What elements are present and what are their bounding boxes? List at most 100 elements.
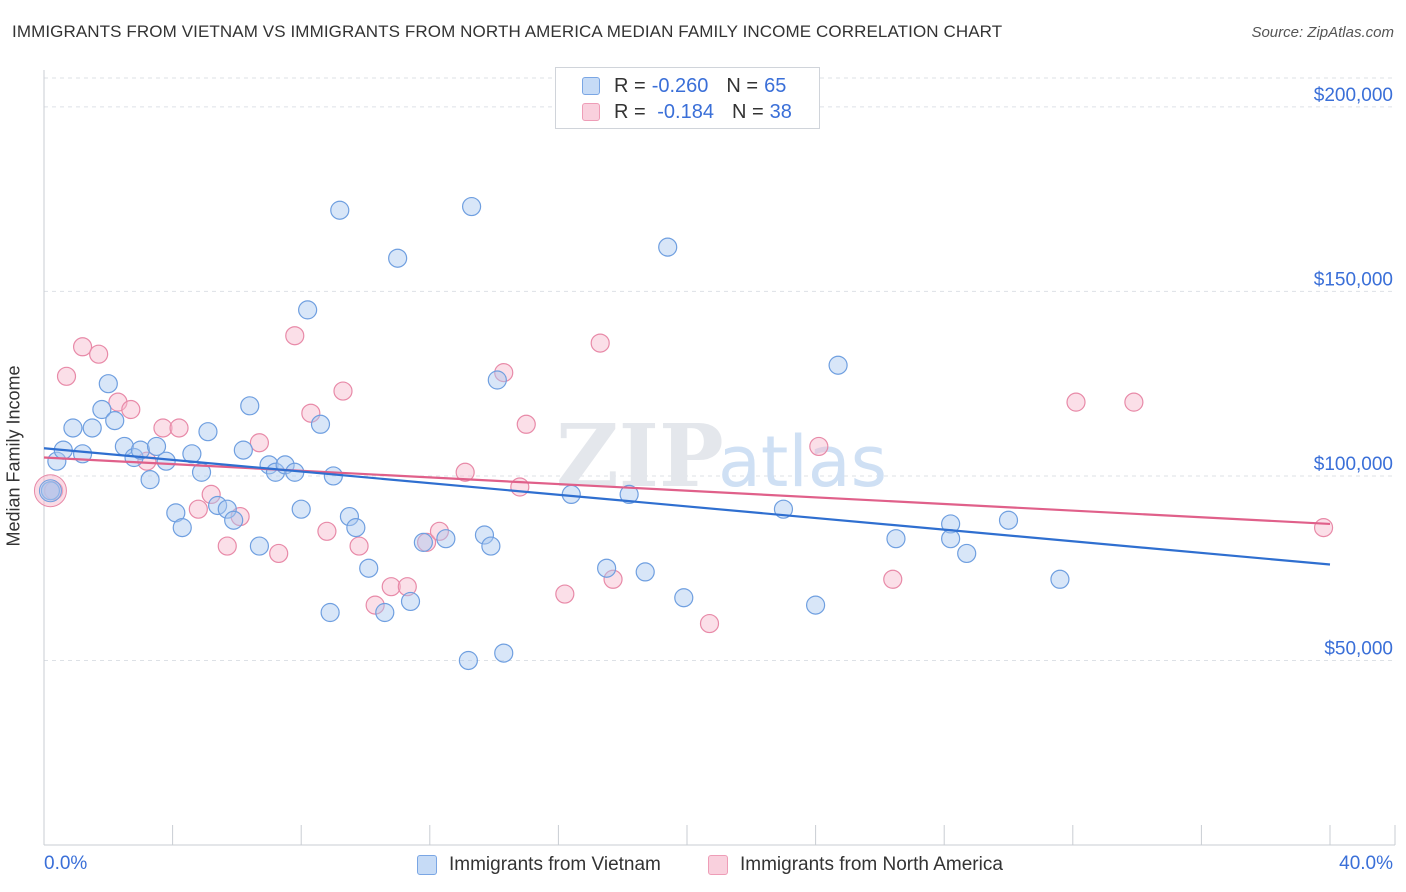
- data-point-north-america: [699, 613, 720, 634]
- data-point-vietnam: [413, 532, 433, 552]
- data-point-vietnam: [388, 248, 408, 268]
- data-point-north-america: [1124, 392, 1144, 412]
- bottom-legend-label: Immigrants from North America: [740, 854, 1003, 875]
- data-point-vietnam: [310, 414, 331, 434]
- data-point-vietnam: [458, 650, 478, 671]
- data-point-vietnam: [436, 529, 456, 549]
- data-point-vietnam: [92, 399, 112, 420]
- data-point-north-america: [188, 499, 208, 519]
- legend-row-vietnam: R = -0.260 N = 65: [582, 73, 786, 99]
- trend-line-vietnam: [43, 447, 1331, 566]
- chart-title: IMMIGRANTS FROM VIETNAM VS IMMIGRANTS FR…: [12, 22, 1003, 41]
- data-point-vietnam: [198, 422, 218, 442]
- data-point-vietnam: [105, 410, 125, 431]
- legend-r-label: R =: [614, 74, 646, 97]
- data-point-vietnam: [217, 499, 237, 519]
- trend-lines: [43, 447, 1331, 566]
- bottom-legend-north-america: Immigrants from North America: [708, 852, 1003, 878]
- data-point-north-america: [89, 344, 109, 364]
- data-point-vietnam: [182, 444, 202, 464]
- bottom-legend-swatch-vietnam: [417, 855, 437, 875]
- legend-r-label: R =: [614, 100, 646, 123]
- data-point-vietnam: [130, 440, 151, 460]
- y-tick-label: $150,000: [1314, 269, 1393, 290]
- data-point-vietnam: [240, 396, 260, 416]
- data-point-north-america: [217, 536, 237, 556]
- data-point-vietnam: [886, 529, 906, 549]
- data-point-north-america: [121, 399, 141, 420]
- x-tick-label: 40.0%: [1339, 853, 1393, 874]
- data-point-vietnam-large: [38, 479, 62, 503]
- data-point-vietnam: [47, 451, 67, 471]
- data-point-north-america: [590, 333, 610, 353]
- data-point-north-america: [494, 363, 514, 383]
- data-point-north-america: [429, 521, 450, 541]
- data-point-north-america: [555, 584, 575, 604]
- data-point-vietnam: [63, 418, 83, 438]
- data-point-north-america: [809, 436, 829, 457]
- legend-r-value: -0.184: [651, 100, 714, 123]
- x-tick-label: 0.0%: [44, 853, 87, 874]
- data-point-vietnam: [828, 355, 848, 375]
- data-point-vietnam: [140, 470, 160, 490]
- bottom-legend-swatch-north-america: [708, 855, 728, 875]
- data-point-vietnam: [619, 484, 639, 505]
- data-point-vietnam: [359, 558, 379, 578]
- data-point-vietnam: [320, 602, 340, 623]
- legend-row-north-america: R = -0.184 N = 38: [582, 99, 792, 125]
- data-point-vietnam: [674, 588, 694, 608]
- data-point-north-america: [397, 577, 417, 597]
- data-point-vietnam: [346, 518, 366, 538]
- data-point-north-america: [72, 337, 93, 357]
- data-point-north-america: [381, 577, 401, 597]
- data-point-north-america: [169, 418, 189, 438]
- data-point-north-america: [153, 418, 173, 438]
- data-point-north-america: [201, 484, 221, 505]
- data-point-vietnam: [941, 514, 961, 534]
- tick-labels: $50,000 $100,000 $150,000 $200,000 0.0% 40.0%: [44, 85, 1393, 874]
- data-point-north-america: [301, 403, 321, 423]
- data-point-vietnam: [156, 451, 176, 471]
- data-point-north-america: [1066, 392, 1086, 412]
- data-point-vietnam: [339, 506, 360, 527]
- data-point-north-america: [317, 521, 337, 541]
- data-point-vietnam: [172, 518, 192, 538]
- data-point-vietnam: [635, 562, 655, 582]
- legend-n-label: N =: [731, 100, 764, 123]
- data-point-vietnam: [461, 196, 482, 217]
- data-point-north-america: [365, 595, 385, 615]
- data-point-north-america: [56, 366, 77, 386]
- data-point-vietnam: [494, 643, 514, 663]
- data-point-north-america: [249, 433, 270, 453]
- data-point-vietnam: [375, 602, 395, 623]
- legend-swatch-vietnam: [582, 77, 600, 95]
- data-point-vietnam: [481, 536, 501, 556]
- data-point-vietnam: [98, 374, 118, 394]
- legend-r-value: -0.260: [651, 74, 709, 97]
- data-point-vietnam: [474, 525, 495, 545]
- data-point-north-america: [333, 381, 353, 401]
- data-point-vietnam: [957, 543, 977, 564]
- legend-swatch-north-america: [582, 103, 600, 121]
- grid-lines: [44, 77, 1395, 661]
- data-point-vietnam: [249, 536, 270, 556]
- data-point-vietnam: [597, 558, 617, 578]
- data-point-vietnam: [298, 300, 318, 320]
- data-point-north-america: [603, 569, 623, 589]
- legend-n-label: N =: [726, 74, 759, 97]
- data-point-vietnam: [1050, 569, 1070, 589]
- data-point-vietnam: [330, 200, 350, 220]
- data-point-north-america: [883, 569, 903, 589]
- data-point-north-america: [269, 543, 289, 564]
- data-point-north-america: [1313, 518, 1334, 538]
- data-point-vietnam: [941, 529, 961, 549]
- source-label: Source: ZipAtlas.com: [1251, 24, 1394, 41]
- y-tick-label: $200,000: [1314, 85, 1393, 106]
- data-point-vietnam: [487, 370, 507, 390]
- data-point-vietnam: [805, 595, 826, 615]
- data-point-north-america: [516, 414, 536, 434]
- watermark-atlas: atlas: [718, 421, 887, 503]
- y-tick-label: $50,000: [1324, 638, 1393, 659]
- data-point-vietnam: [146, 436, 167, 457]
